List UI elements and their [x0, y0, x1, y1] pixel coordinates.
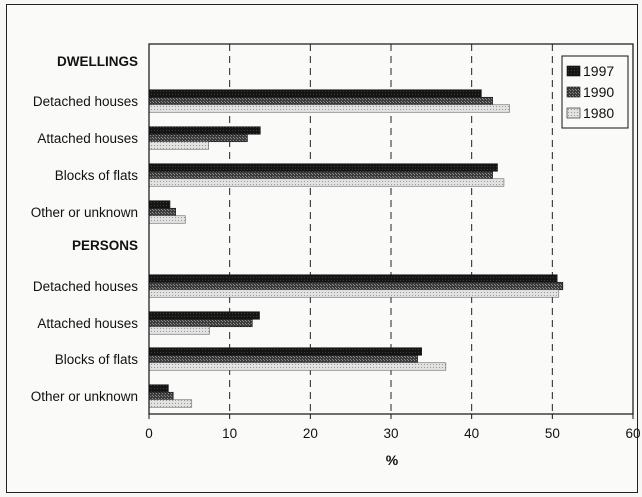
bar-1997 — [148, 347, 422, 356]
category-labels: DWELLINGS Detached houses Attached houses B… — [31, 54, 139, 404]
bar-1980 — [148, 362, 447, 371]
bar-1997 — [148, 126, 261, 135]
bar-1990 — [148, 207, 176, 217]
x-tick-label: 50 — [545, 426, 560, 441]
x-tick-label: 30 — [383, 426, 398, 441]
bars — [148, 89, 564, 408]
category-label: Detached houses — [33, 94, 138, 109]
legend-label-1990: 1990 — [583, 84, 614, 100]
bar-1980 — [148, 215, 186, 224]
category-label: Blocks of flats — [55, 168, 139, 183]
chart-frame — [6, 4, 638, 493]
legend: 1997 1990 1980 — [561, 55, 629, 129]
category-label: Detached houses — [33, 279, 138, 294]
bar-1997 — [148, 89, 482, 98]
bar-1980 — [148, 326, 210, 335]
bar-1990 — [148, 354, 418, 364]
legend-swatch-1990 — [566, 86, 581, 98]
legend-swatch-1980 — [566, 107, 581, 119]
bar-1990 — [148, 318, 253, 328]
group-title: PERSONS — [72, 238, 138, 253]
bar-1997 — [148, 163, 498, 172]
bar-1980 — [148, 104, 510, 113]
x-axis-label: % — [386, 452, 399, 468]
category-label: Attached houses — [37, 131, 138, 146]
legend-swatch-1997 — [566, 65, 581, 77]
axes — [148, 43, 634, 419]
bar-1997 — [148, 384, 169, 393]
legend-label-1997: 1997 — [583, 63, 614, 79]
bar-1980 — [148, 289, 560, 298]
category-label: Attached houses — [37, 316, 138, 331]
x-tick-label: 10 — [222, 426, 237, 441]
bar-1980 — [148, 178, 505, 187]
x-tick-labels: 0 10 20 30 40 50 60 — [145, 426, 640, 441]
bar-1980 — [148, 399, 193, 408]
bar-1990 — [148, 281, 564, 291]
bar-1990 — [148, 133, 248, 143]
bar-1997 — [148, 274, 558, 283]
group-title: DWELLINGS — [57, 54, 138, 69]
category-label: Other or unknown — [31, 389, 138, 404]
bar-1997 — [148, 200, 171, 209]
x-tick-label: 60 — [625, 426, 640, 441]
bar-1990 — [148, 96, 493, 106]
bar-1997 — [148, 311, 260, 320]
x-tick-label: 20 — [303, 426, 318, 441]
bar-1990 — [148, 391, 174, 401]
category-label: Blocks of flats — [55, 352, 139, 367]
x-tick-label: 0 — [145, 426, 153, 441]
bar-1980 — [148, 141, 209, 150]
x-tick-label: 40 — [464, 426, 479, 441]
category-label: Other or unknown — [31, 205, 138, 220]
legend-label-1980: 1980 — [583, 105, 614, 121]
bar-1990 — [148, 170, 493, 180]
